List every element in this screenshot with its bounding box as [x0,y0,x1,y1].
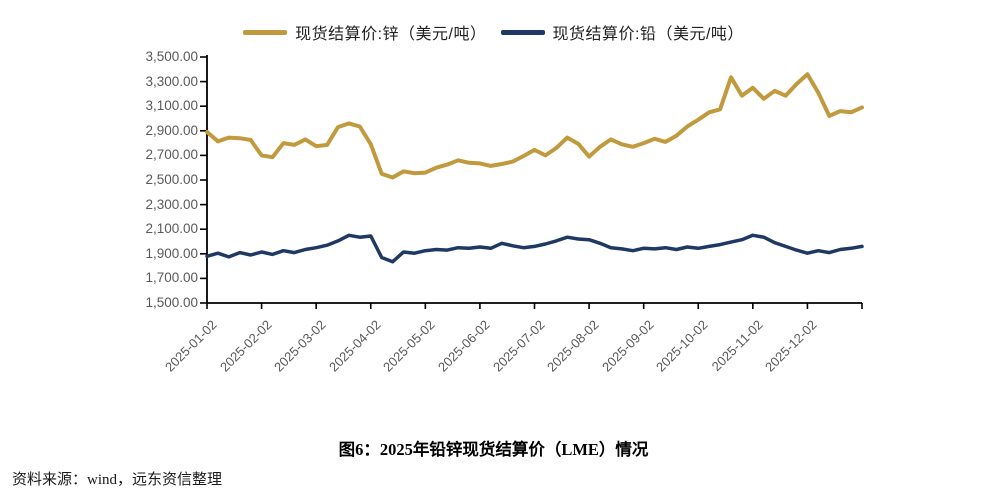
zinc-line-swatch-icon [243,29,288,35]
chart-legend: 现货结算价:锌（美元/吨） 现货结算价:铅（美元/吨） [0,20,987,44]
legend-label-lead: 现货结算价:铅（美元/吨） [552,26,744,43]
figure-caption: 图6：2025年铅锌现货结算价（LME）情况 [338,440,649,459]
y-axis-tick-label: 2,100.00 [145,221,198,237]
series-line [205,72,864,180]
y-axis-tick-label: 2,900.00 [145,122,198,138]
y-axis-tick-label: 2,700.00 [145,147,198,163]
y-axis-tick-label: 3,300.00 [145,73,198,89]
y-axis-tick-label: 3,500.00 [145,49,198,64]
y-axis-tick-label: 3,100.00 [145,98,198,114]
legend-label-zinc: 现货结算价:锌（美元/吨） [295,26,487,43]
y-axis-tick-label: 1,900.00 [145,245,198,261]
y-axis-tick-label: 2,500.00 [145,172,198,187]
y-axis-tick-label: 1,500.00 [145,295,198,310]
y-axis-tick-label: 2,300.00 [145,196,198,212]
source-note: 资料来源：wind，远东资信整理 [12,472,223,488]
series-line [205,233,864,264]
legend-item-zinc: 现货结算价:锌（美元/吨） [243,20,486,44]
lead-line-swatch-icon [500,29,545,35]
legend-item-lead: 现货结算价:铅（美元/吨） [500,20,744,44]
y-axis-tick-label: 1,700.00 [145,270,198,286]
price-line-chart [200,55,864,309]
